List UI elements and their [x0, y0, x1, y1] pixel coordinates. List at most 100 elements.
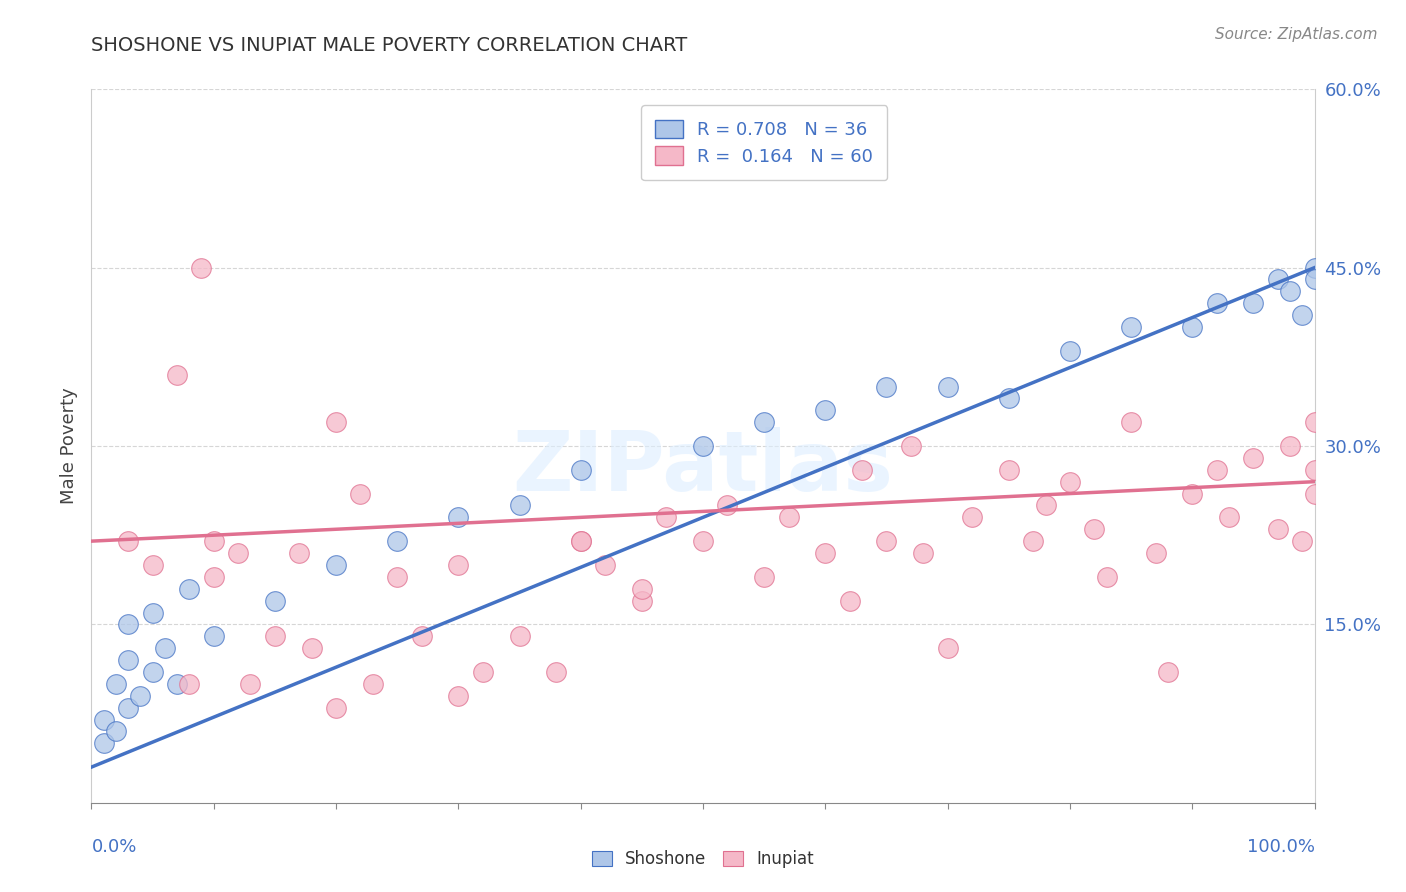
Point: [778, 510, 800, 524]
Point: [754, 415, 776, 429]
Point: [166, 677, 188, 691]
Point: [569, 534, 592, 549]
Point: [814, 546, 837, 560]
Point: [129, 689, 152, 703]
Text: 0.0%: 0.0%: [91, 838, 136, 856]
Point: [814, 403, 837, 417]
Legend: Shoshone, Inupiat: Shoshone, Inupiat: [585, 844, 821, 875]
Point: [301, 641, 323, 656]
Point: [1279, 439, 1302, 453]
Point: [875, 379, 898, 393]
Point: [1303, 486, 1326, 500]
Point: [1303, 415, 1326, 429]
Point: [1144, 546, 1167, 560]
Point: [141, 606, 163, 620]
Legend: R = 0.708   N = 36, R =  0.164   N = 60: R = 0.708 N = 36, R = 0.164 N = 60: [641, 105, 887, 180]
Point: [1157, 665, 1180, 679]
Point: [447, 689, 470, 703]
Point: [325, 558, 347, 572]
Point: [179, 677, 201, 691]
Point: [1303, 260, 1326, 275]
Point: [288, 546, 311, 560]
Point: [325, 415, 347, 429]
Point: [1121, 415, 1143, 429]
Point: [385, 534, 409, 549]
Point: [93, 713, 115, 727]
Point: [1279, 285, 1302, 299]
Point: [998, 463, 1021, 477]
Text: ZIPatlas: ZIPatlas: [513, 427, 893, 508]
Point: [936, 641, 959, 656]
Point: [1291, 534, 1313, 549]
Point: [851, 463, 873, 477]
Point: [325, 700, 347, 714]
Point: [998, 392, 1021, 406]
Point: [104, 724, 127, 739]
Point: [1181, 320, 1204, 334]
Point: [1205, 296, 1227, 310]
Point: [716, 499, 738, 513]
Point: [141, 665, 163, 679]
Point: [447, 510, 470, 524]
Point: [1218, 510, 1240, 524]
Point: [1243, 296, 1265, 310]
Point: [1035, 499, 1057, 513]
Point: [912, 546, 935, 560]
Point: [546, 665, 568, 679]
Point: [1095, 570, 1118, 584]
Point: [1022, 534, 1045, 549]
Point: [117, 653, 139, 667]
Point: [936, 379, 959, 393]
Point: [239, 677, 262, 691]
Point: [117, 700, 139, 714]
Point: [166, 368, 188, 382]
Point: [631, 593, 654, 607]
Point: [264, 629, 287, 643]
Point: [960, 510, 983, 524]
Point: [471, 665, 494, 679]
Point: [202, 629, 225, 643]
Point: [692, 534, 714, 549]
Point: [1121, 320, 1143, 334]
Point: [349, 486, 371, 500]
Point: [838, 593, 860, 607]
Point: [117, 534, 139, 549]
Point: [202, 534, 225, 549]
Point: [593, 558, 616, 572]
Point: [411, 629, 433, 643]
Point: [692, 439, 714, 453]
Text: SHOSHONE VS INUPIAT MALE POVERTY CORRELATION CHART: SHOSHONE VS INUPIAT MALE POVERTY CORRELA…: [91, 36, 688, 54]
Point: [754, 570, 776, 584]
Point: [1291, 308, 1313, 322]
Point: [1205, 463, 1227, 477]
Point: [655, 510, 678, 524]
Point: [361, 677, 384, 691]
Point: [1267, 272, 1289, 286]
Point: [1267, 522, 1289, 536]
Point: [117, 617, 139, 632]
Text: Source: ZipAtlas.com: Source: ZipAtlas.com: [1215, 27, 1378, 42]
Point: [569, 534, 592, 549]
Text: 100.0%: 100.0%: [1247, 838, 1315, 856]
Point: [509, 499, 531, 513]
Point: [569, 463, 592, 477]
Point: [1243, 450, 1265, 465]
Point: [1059, 343, 1081, 358]
Point: [104, 677, 127, 691]
Point: [202, 570, 225, 584]
Point: [631, 582, 654, 596]
Point: [179, 582, 201, 596]
Point: [93, 736, 115, 750]
Point: [1059, 475, 1081, 489]
Point: [1083, 522, 1105, 536]
Point: [153, 641, 176, 656]
Point: [1303, 272, 1326, 286]
Y-axis label: Male Poverty: Male Poverty: [59, 388, 77, 504]
Point: [190, 260, 212, 275]
Point: [141, 558, 163, 572]
Point: [1181, 486, 1204, 500]
Point: [226, 546, 249, 560]
Point: [264, 593, 287, 607]
Point: [509, 629, 531, 643]
Point: [447, 558, 470, 572]
